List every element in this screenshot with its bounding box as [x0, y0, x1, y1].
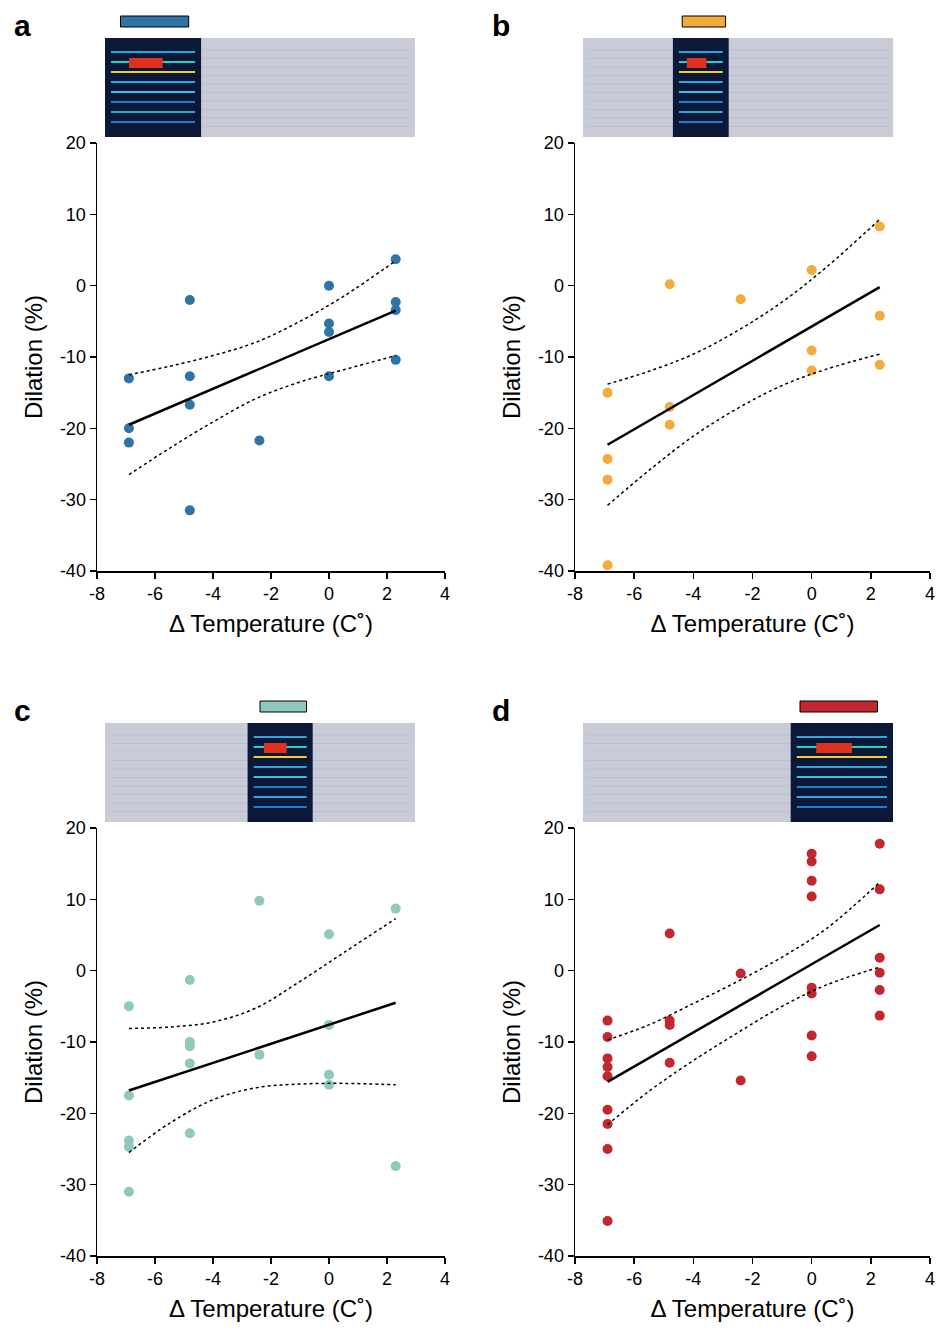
svg-text:-4: -4	[685, 1269, 701, 1289]
svg-text:-30: -30	[538, 1175, 564, 1195]
svg-text:Δ Temperature (C˚): Δ Temperature (C˚)	[169, 610, 373, 637]
svg-text:20: 20	[66, 818, 86, 838]
svg-text:-40: -40	[538, 561, 564, 581]
svg-text:-6: -6	[147, 584, 163, 604]
svg-text:-20: -20	[538, 1104, 564, 1124]
svg-text:20: 20	[66, 133, 86, 153]
svg-text:10: 10	[544, 205, 564, 225]
svg-text:-2: -2	[263, 1269, 279, 1289]
svg-text:20: 20	[544, 133, 564, 153]
svg-text:-10: -10	[538, 1032, 564, 1052]
svg-text:0: 0	[324, 1269, 334, 1289]
svg-text:-40: -40	[538, 1246, 564, 1266]
svg-text:10: 10	[544, 890, 564, 910]
svg-text:-2: -2	[744, 1269, 760, 1289]
svg-text:-2: -2	[263, 584, 279, 604]
svg-text:-20: -20	[60, 419, 86, 439]
svg-text:Dilation (%): Dilation (%)	[20, 980, 47, 1104]
svg-text:-6: -6	[147, 1269, 163, 1289]
svg-text:2: 2	[866, 584, 876, 604]
svg-text:4: 4	[440, 584, 450, 604]
svg-text:10: 10	[66, 890, 86, 910]
svg-text:-2: -2	[744, 584, 760, 604]
svg-text:-30: -30	[60, 1175, 86, 1195]
svg-text:Δ Temperature (C˚): Δ Temperature (C˚)	[650, 610, 854, 637]
svg-text:2: 2	[866, 1269, 876, 1289]
svg-text:-4: -4	[205, 584, 221, 604]
svg-text:-8: -8	[567, 584, 583, 604]
svg-text:20: 20	[544, 818, 564, 838]
svg-text:-8: -8	[89, 584, 105, 604]
svg-text:-10: -10	[60, 1032, 86, 1052]
svg-text:-10: -10	[538, 347, 564, 367]
svg-text:-20: -20	[538, 419, 564, 439]
svg-text:-40: -40	[60, 561, 86, 581]
svg-text:Dilation (%): Dilation (%)	[498, 980, 525, 1104]
svg-text:Dilation (%): Dilation (%)	[20, 295, 47, 419]
svg-text:c: c	[14, 694, 31, 727]
svg-text:0: 0	[76, 276, 86, 296]
svg-text:Δ Temperature (C˚): Δ Temperature (C˚)	[169, 1295, 373, 1322]
svg-text:-6: -6	[626, 1269, 642, 1289]
svg-text:-20: -20	[60, 1104, 86, 1124]
svg-text:b: b	[492, 9, 510, 42]
svg-text:0: 0	[76, 961, 86, 981]
svg-text:0: 0	[807, 1269, 817, 1289]
svg-text:-40: -40	[60, 1246, 86, 1266]
svg-text:10: 10	[66, 205, 86, 225]
svg-text:0: 0	[807, 584, 817, 604]
svg-text:-10: -10	[60, 347, 86, 367]
svg-text:-4: -4	[685, 584, 701, 604]
svg-text:2: 2	[382, 1269, 392, 1289]
svg-text:0: 0	[554, 276, 564, 296]
svg-text:0: 0	[554, 961, 564, 981]
svg-text:-8: -8	[567, 1269, 583, 1289]
svg-text:d: d	[492, 694, 510, 727]
svg-text:a: a	[14, 9, 31, 42]
svg-text:2: 2	[382, 584, 392, 604]
svg-text:Δ Temperature (C˚): Δ Temperature (C˚)	[650, 1295, 854, 1322]
svg-text:-30: -30	[538, 490, 564, 510]
svg-text:4: 4	[440, 1269, 450, 1289]
svg-text:-30: -30	[60, 490, 86, 510]
svg-text:0: 0	[324, 584, 334, 604]
svg-text:4: 4	[925, 584, 935, 604]
svg-text:-6: -6	[626, 584, 642, 604]
svg-text:-8: -8	[89, 1269, 105, 1289]
svg-text:4: 4	[925, 1269, 935, 1289]
svg-text:-4: -4	[205, 1269, 221, 1289]
svg-text:Dilation (%): Dilation (%)	[498, 295, 525, 419]
